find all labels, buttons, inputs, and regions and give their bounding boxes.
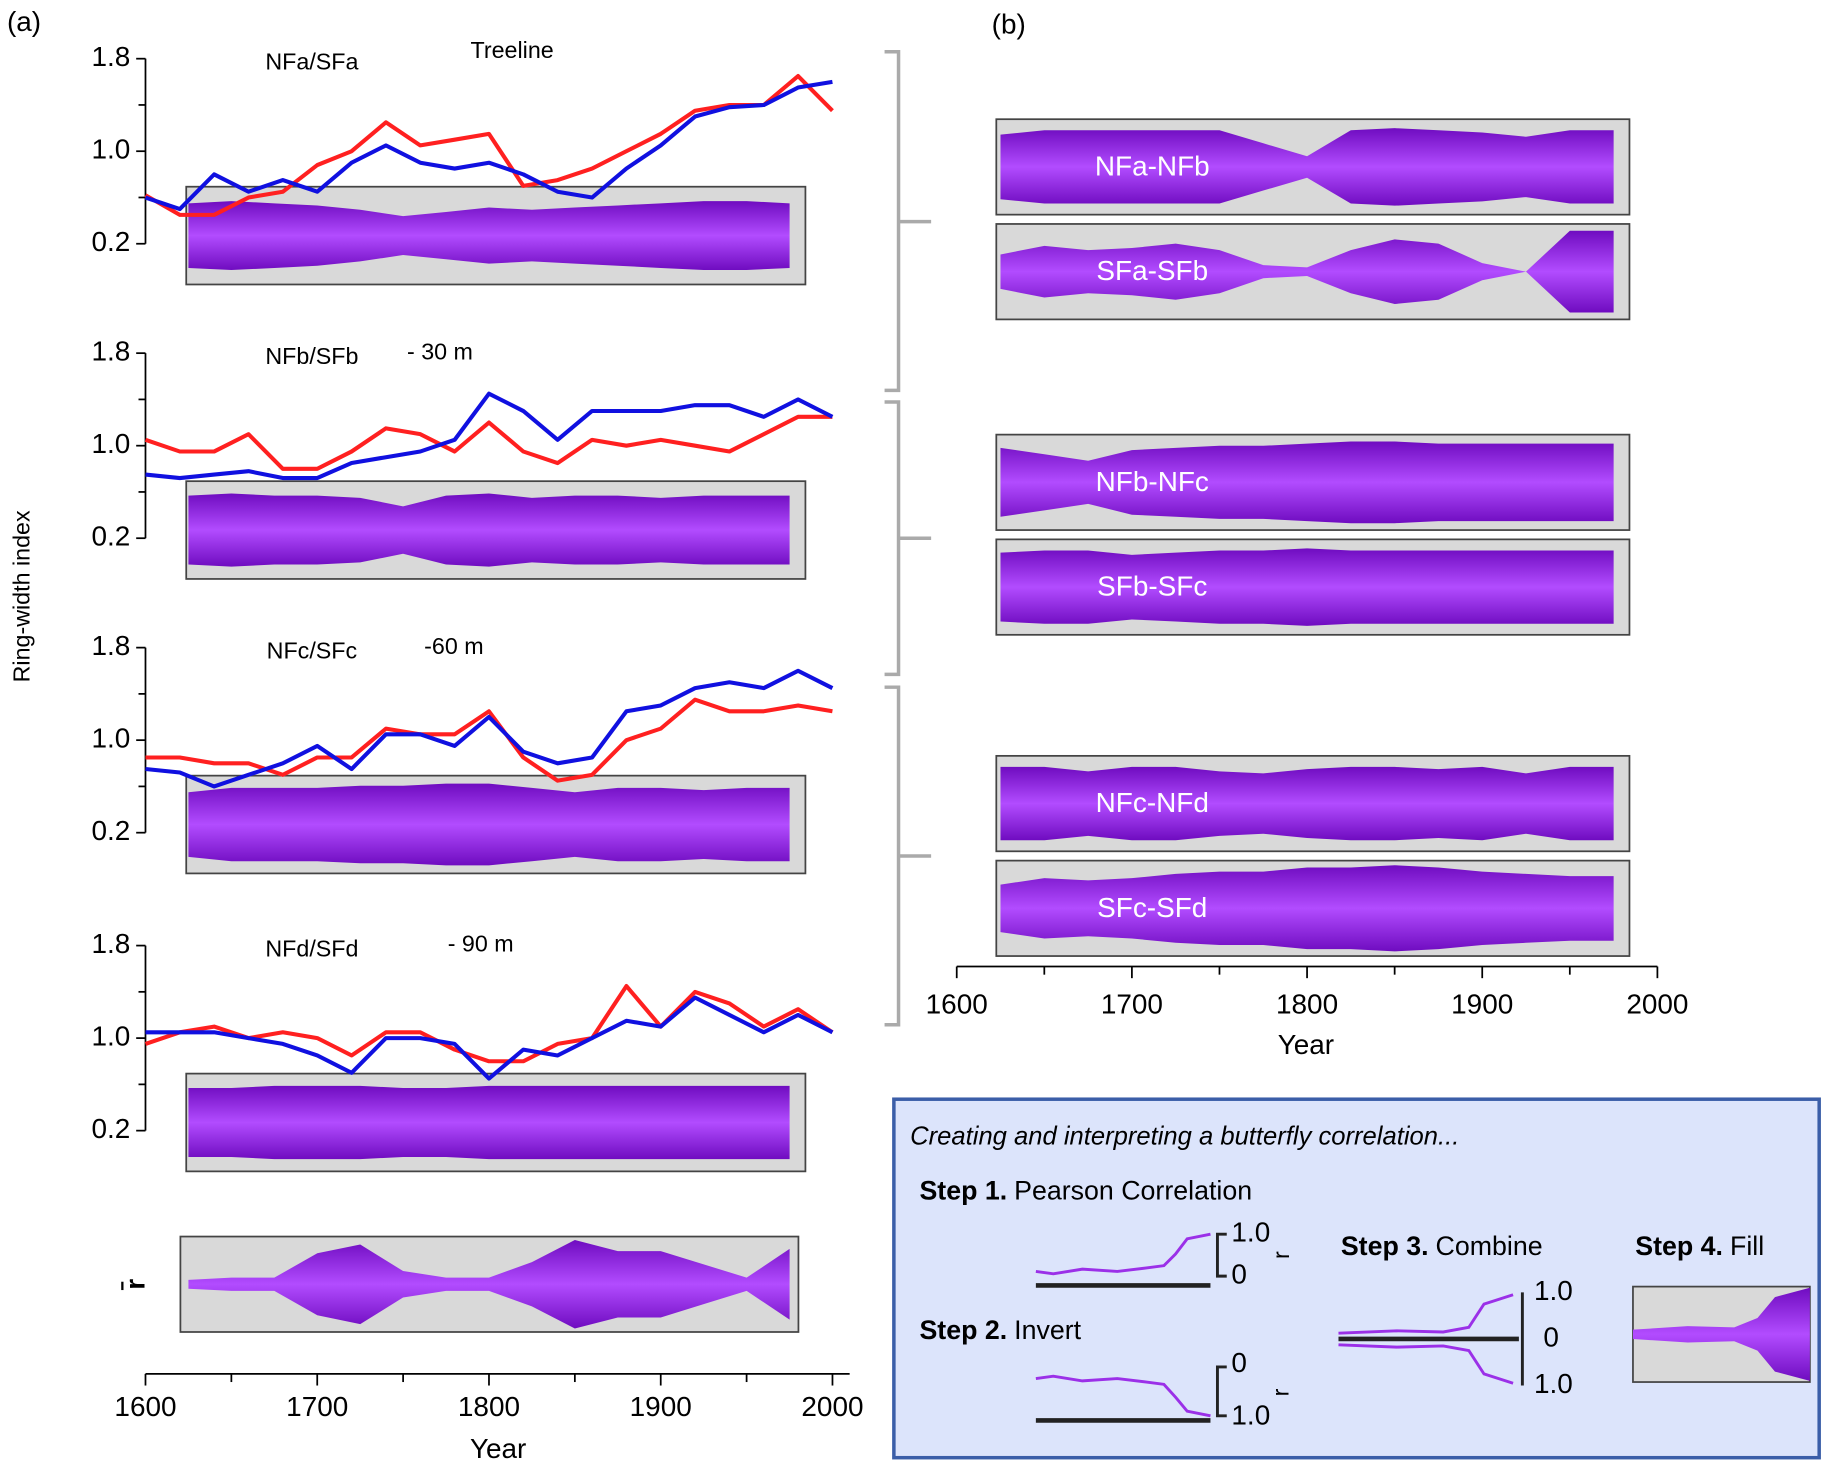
- schematic-curve: [1035, 1374, 1211, 1418]
- scale-label: 1.0: [1534, 1368, 1573, 1399]
- y-tick-label: 1.8: [92, 336, 131, 367]
- y-tick-label: 0.2: [92, 815, 131, 846]
- step-number: Step 3.: [1341, 1231, 1429, 1261]
- butterfly-band: [1000, 766, 1614, 841]
- series-line: [144, 414, 833, 471]
- butterfly-band: [188, 201, 790, 271]
- step-text: Step 4. Fill: [1635, 1231, 1764, 1261]
- y-tick-label: 1.0: [92, 723, 131, 754]
- x-tick-label: 2000: [801, 1391, 863, 1422]
- brackets: [884, 49, 932, 1027]
- scale-label: 0: [1231, 1347, 1247, 1378]
- annotation: - 90 m: [448, 931, 514, 957]
- y-axis-label: Ring-width index: [8, 510, 34, 682]
- x-tick-label: 1800: [1276, 988, 1338, 1019]
- y-tick-label: 0.2: [92, 1113, 131, 1144]
- inset-box: [892, 1097, 1821, 1460]
- mean-label: r̄: [120, 1279, 151, 1291]
- step-label: Invert: [1014, 1315, 1081, 1345]
- step-label: Combine: [1436, 1231, 1543, 1261]
- x-tick-label: 1600: [926, 988, 988, 1019]
- butterfly-band: [188, 1085, 790, 1160]
- inset-title: Creating and interpreting a butterfly co…: [910, 1122, 1459, 1150]
- series-line: [144, 984, 834, 1064]
- x-axis-label: Year: [1278, 1029, 1334, 1060]
- plot-title: NFd/SFd: [265, 935, 358, 961]
- x-tick-label: 1700: [1101, 988, 1163, 1019]
- series-line: [145, 697, 833, 783]
- step-text: Step 1. Pearson Correlation: [919, 1175, 1252, 1205]
- y-tick-label: 1.0: [92, 1020, 131, 1051]
- panel-label: (a): [7, 6, 41, 37]
- step-label: Pearson Correlation: [1014, 1175, 1252, 1205]
- butterfly-band: [188, 1240, 790, 1329]
- x-tick-label: 1900: [1451, 988, 1513, 1019]
- y-tick-label: 0.2: [92, 521, 131, 552]
- x-tick-label: 1700: [286, 1391, 348, 1422]
- bracket: [1215, 1365, 1227, 1418]
- band-label: NFa-NFb: [1095, 150, 1210, 181]
- step-text: Step 2. Invert: [919, 1315, 1081, 1345]
- step-label: Fill: [1730, 1231, 1764, 1261]
- butterfly-band: [1000, 441, 1614, 524]
- band-label: SFa-SFb: [1096, 255, 1208, 286]
- band-label: SFc-SFd: [1097, 892, 1207, 923]
- butterfly-band: [188, 783, 790, 866]
- schematic-curve: [1338, 1343, 1514, 1385]
- scale-label: 1.0: [1231, 1399, 1270, 1430]
- schematic-curve: [1035, 1232, 1211, 1276]
- panel-label: (b): [992, 8, 1026, 39]
- y-tick-label: 0.2: [92, 226, 131, 257]
- annotation: -60 m: [424, 633, 483, 659]
- plot-title: NFc/SFc: [267, 637, 358, 663]
- butterfly-band: [1000, 865, 1614, 952]
- schematic-fill: [1632, 1287, 1810, 1381]
- scale-label: 0: [1231, 1258, 1247, 1289]
- butterfly-band: [1000, 230, 1614, 313]
- inset: Creating and interpreting a butterfly co…: [892, 1097, 1821, 1460]
- annotation: Treeline: [471, 37, 554, 63]
- butterfly-band: [1000, 128, 1614, 206]
- scale-label: r: [1268, 1388, 1294, 1396]
- x-axis-label: Year: [470, 1433, 526, 1464]
- y-tick-label: 1.8: [92, 630, 131, 661]
- x-tick-label: 1800: [458, 1391, 520, 1422]
- y-tick-label: 1.8: [92, 41, 131, 72]
- step-number: Step 1.: [919, 1175, 1007, 1205]
- step-number: Step 2.: [919, 1315, 1007, 1345]
- y-tick-label: 1.8: [92, 928, 131, 959]
- series-line: [145, 995, 834, 1081]
- plot-title: NFa/SFa: [265, 48, 358, 74]
- scale-label: r: [1268, 1251, 1294, 1259]
- band-label: SFb-SFc: [1097, 571, 1207, 602]
- butterfly-band: [1000, 548, 1614, 626]
- series-line: [144, 73, 834, 217]
- plot-title: NFb/SFb: [265, 343, 358, 369]
- y-tick-label: 1.0: [92, 428, 131, 459]
- band-label: NFb-NFc: [1096, 466, 1209, 497]
- x-tick-label: 2000: [1626, 988, 1688, 1019]
- x-tick-label: 1900: [630, 1391, 692, 1422]
- x-tick-label: 1600: [114, 1391, 176, 1422]
- y-tick-label: 1.0: [92, 134, 131, 165]
- step-text: Step 3. Combine: [1341, 1231, 1543, 1261]
- scale-label: 0: [1543, 1321, 1559, 1352]
- butterfly-band: [188, 493, 790, 567]
- series-line: [145, 391, 834, 481]
- series-line: [144, 79, 833, 212]
- band-label: NFc-NFd: [1096, 787, 1209, 818]
- annotation: - 30 m: [407, 338, 473, 364]
- bracket: [1215, 1232, 1227, 1278]
- step-number: Step 4.: [1635, 1231, 1723, 1261]
- series-line: [145, 668, 834, 789]
- schematic-curve: [1338, 1293, 1514, 1335]
- scale-label: 1.0: [1534, 1275, 1573, 1306]
- scale-label: 1.0: [1231, 1217, 1270, 1248]
